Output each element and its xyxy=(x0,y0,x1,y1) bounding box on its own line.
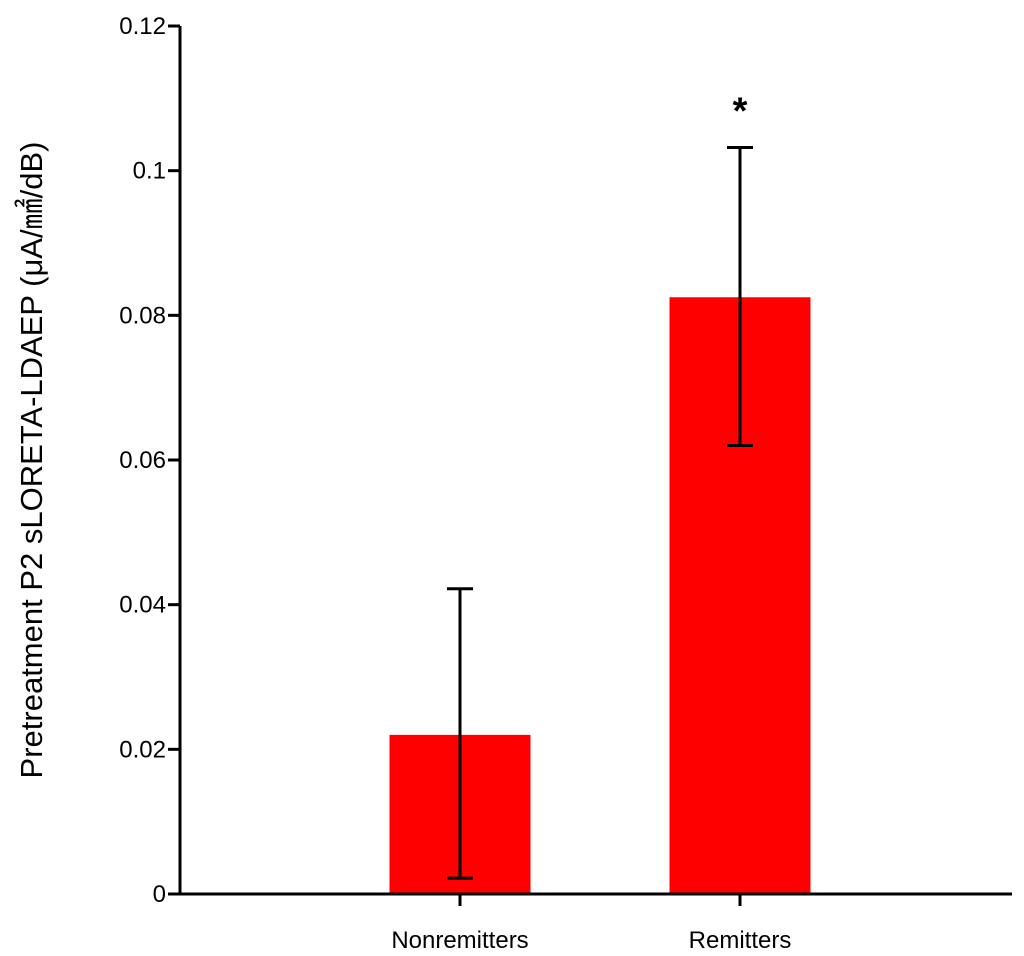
y-tick-label: 0 xyxy=(153,881,166,908)
error-bars-layer xyxy=(447,146,753,880)
annotations-layer: * xyxy=(733,91,748,133)
x-ticks-layer: Nonremitters Remitters xyxy=(391,894,792,954)
axes-layer xyxy=(178,26,1012,896)
y-axis-title: Pretreatment P2 sLORETA-LDAEP (μA/㎟/dB) xyxy=(14,142,49,779)
y-ticks-layer: 0 0.02 0.04 0.06 0.08 0.1 0.12 xyxy=(119,13,180,908)
y-tick-label: 0.06 xyxy=(119,447,166,474)
y-tick-label: 0.12 xyxy=(119,13,166,40)
bars-layer xyxy=(389,297,811,894)
x-tick-label: Nonremitters xyxy=(391,927,528,951)
x-tick-label: Remitters xyxy=(689,927,792,951)
significance-marker: * xyxy=(733,91,748,133)
y-tick-label: 0.02 xyxy=(119,736,166,763)
y-tick-label: 0.1 xyxy=(133,158,166,185)
y-tick-label: 0.04 xyxy=(119,592,166,619)
y-tick-label: 0.08 xyxy=(119,302,166,329)
